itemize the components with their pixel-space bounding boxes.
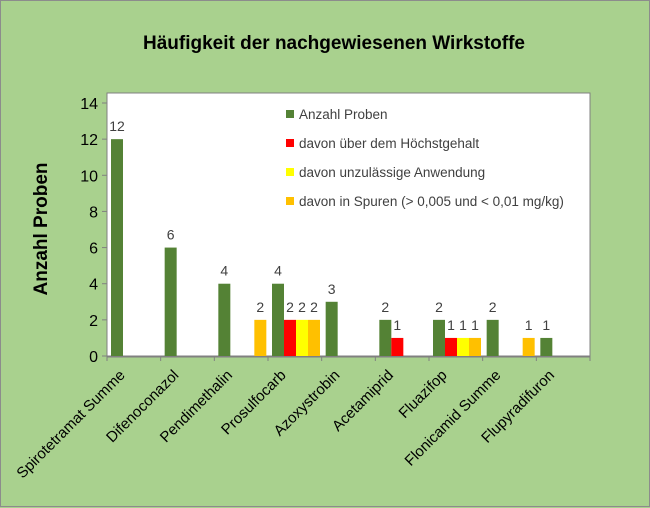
chart-title: Häufigkeit der nachgewiesenen Wirkstoffe [143,33,525,54]
data-label: 12 [109,118,125,134]
x-tick-label: Flonicamid Summe [402,367,505,470]
legend-swatch [286,168,294,176]
legend-label: davon über dem Höchstgehalt [299,136,479,151]
bar [284,319,296,356]
legend-label: Anzahl Proben [299,107,388,122]
data-label: 1 [393,317,401,333]
bar [111,139,123,356]
data-label: 6 [167,227,175,243]
data-label: 1 [447,317,455,333]
data-label: 2 [489,299,497,315]
y-tick-label: 2 [89,313,98,330]
y-tick-label: 10 [80,168,98,185]
data-label: 4 [274,263,282,279]
legend-swatch [286,110,294,118]
x-tick-label: Fluazifop [396,367,451,422]
data-label: 2 [286,299,294,315]
legend-swatch [286,197,294,205]
legend-swatch [286,139,294,147]
bar [433,319,445,356]
data-label: 2 [298,299,306,315]
legend-label: davon unzulässige Anwendung [299,165,485,180]
data-label: 3 [328,281,336,297]
data-label: 2 [381,299,389,315]
bar [379,319,392,356]
y-tick-label: 6 [89,241,98,258]
data-label: 2 [310,299,318,315]
bar [540,337,553,356]
bar [296,319,308,356]
bar [486,319,499,356]
data-label: 2 [256,299,264,315]
y-tick-label: 8 [89,204,98,221]
bar [469,337,481,356]
bar [308,319,320,356]
bar [272,283,284,356]
data-label: 1 [525,317,533,333]
bar [457,337,469,356]
data-label: 1 [459,317,467,333]
data-label: 1 [471,317,479,333]
bar [391,337,404,356]
bar [218,283,231,356]
y-axis-label: Anzahl Proben [31,162,52,295]
y-tick-label: 12 [80,132,98,149]
bar [325,301,338,356]
bar [522,337,535,356]
data-label: 2 [435,299,443,315]
data-label: 4 [220,263,228,279]
plot-area [106,92,591,358]
data-label: 1 [542,317,550,333]
y-tick-label: 14 [80,96,98,113]
bar [164,247,177,356]
legend-label: davon in Spuren (> 0,005 und < 0,01 mg/k… [299,194,564,209]
y-tick-label: 4 [89,277,98,294]
y-tick-label: 0 [89,349,98,366]
bar [254,319,267,356]
bar [445,337,457,356]
